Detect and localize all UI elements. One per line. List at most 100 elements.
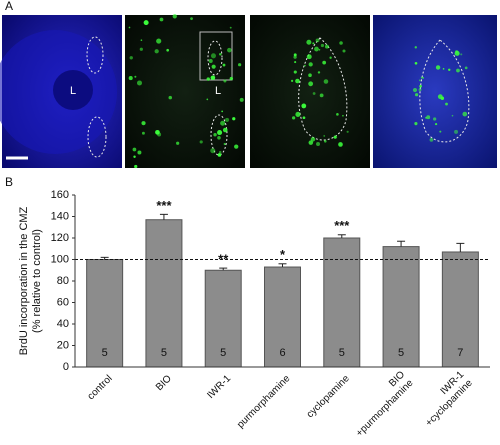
cell-signal (222, 127, 228, 133)
cell-signal (137, 150, 142, 155)
cell-signal (323, 79, 329, 84)
cell-signal (315, 38, 320, 43)
cell-signal (133, 155, 136, 158)
cell-signal (134, 75, 137, 78)
cell-signal (339, 41, 343, 45)
lens-shape (53, 70, 93, 110)
cell-signal (128, 76, 133, 81)
x-tick-label: cyclopamine (305, 373, 352, 420)
cell-signal (223, 142, 226, 146)
cell-signal (317, 71, 321, 74)
x-tick-label: BIO+purmorphamine (345, 369, 415, 439)
x-tick-label-line: +purmorphamine (354, 377, 416, 439)
cell-signal (418, 88, 422, 92)
cell-signal (168, 95, 173, 100)
cell-signal (320, 43, 325, 48)
cell-signal (336, 113, 339, 116)
cell-signal (156, 38, 162, 44)
cell-signal (210, 53, 216, 59)
cell-signal (462, 111, 468, 117)
n-label: 5 (398, 347, 404, 359)
cmz-outline (87, 116, 107, 158)
n-label: 5 (339, 347, 345, 359)
cell-signal (422, 76, 425, 79)
cell-signal (229, 76, 234, 81)
cell-signal (239, 97, 244, 102)
cell-signal (445, 102, 448, 106)
cell-signal (166, 48, 170, 52)
cell-signal (303, 64, 306, 67)
cell-signal (437, 94, 443, 100)
cell-signal (154, 49, 159, 54)
significance-label: * (280, 247, 286, 262)
cell-signal (308, 62, 313, 67)
image-title: BrdU (299, 3, 322, 14)
n-label: 5 (161, 347, 167, 359)
cell-signal (176, 141, 180, 145)
cell-signal (229, 26, 232, 29)
cell-signal (221, 110, 224, 113)
cell-signal (414, 93, 419, 97)
bar (441, 251, 479, 368)
cell-signal (426, 115, 431, 120)
cell-signal (324, 44, 329, 49)
image-brdu (125, 15, 245, 168)
cell-signal (293, 55, 297, 59)
cell-signal (292, 116, 296, 120)
lumen-label: L (70, 85, 76, 97)
image-brdu-zoom (250, 15, 370, 168)
cell-signal (293, 70, 297, 74)
cell-signal (220, 120, 226, 126)
y-tick-label: 40 (57, 318, 69, 330)
image-title: BrdU (174, 3, 197, 14)
y-tick-label: 160 (51, 189, 69, 201)
x-tick-label: control (86, 373, 115, 402)
y-tick-label: 100 (51, 253, 69, 265)
y-tick-label: 120 (51, 232, 69, 244)
image-title: Hœchst (23, 3, 58, 14)
cell-signal (414, 46, 417, 49)
x-tick-label: purmorphamine (235, 373, 293, 431)
bar-chart: 0 20 40 60 80 100 120 140 160 BrdU incorporation … (18, 189, 490, 439)
cell-signal (312, 92, 316, 95)
cell-signal (419, 84, 422, 88)
cell-signal (134, 164, 138, 169)
cell-signal (308, 73, 312, 78)
cell-signal (290, 79, 294, 82)
cell-signal (302, 116, 306, 120)
y-axis-label-line: (% relative to control) (31, 229, 43, 333)
panel-label: A (5, 0, 13, 13)
cell-signal (316, 142, 321, 146)
cell-signal (434, 122, 438, 126)
zoom-box (199, 31, 233, 81)
cell-signal (433, 117, 437, 121)
significance-label: ** (218, 252, 229, 267)
cell-signal (206, 98, 209, 101)
cell-signal (329, 56, 332, 59)
cell-signal (456, 68, 460, 73)
bar (86, 259, 124, 368)
cell-signal (439, 130, 442, 133)
cell-signal (324, 140, 327, 143)
cmz-outline (207, 40, 223, 76)
cell-signal (143, 20, 149, 26)
cell-signal (451, 114, 454, 117)
cell-signal (412, 87, 418, 93)
cell-signal (322, 60, 327, 65)
cell-signal (141, 131, 145, 135)
cell-signal (217, 135, 221, 140)
y-axis-label: BrdU incorporation in the CMZ(% relative… (18, 206, 43, 355)
cell-signal (464, 66, 468, 70)
bar (204, 269, 242, 368)
cell-signal (136, 80, 143, 86)
x-tick-label: BIO (154, 373, 174, 393)
cell-signal (295, 111, 301, 117)
cell-signal (227, 47, 232, 53)
cell-signal (210, 148, 216, 154)
cell-signal (238, 63, 242, 67)
cmz-outline (86, 36, 104, 74)
cell-signal (234, 144, 239, 149)
cell-signal (132, 147, 137, 152)
y-tick-label: 140 (51, 210, 69, 222)
cell-signal (318, 48, 321, 51)
